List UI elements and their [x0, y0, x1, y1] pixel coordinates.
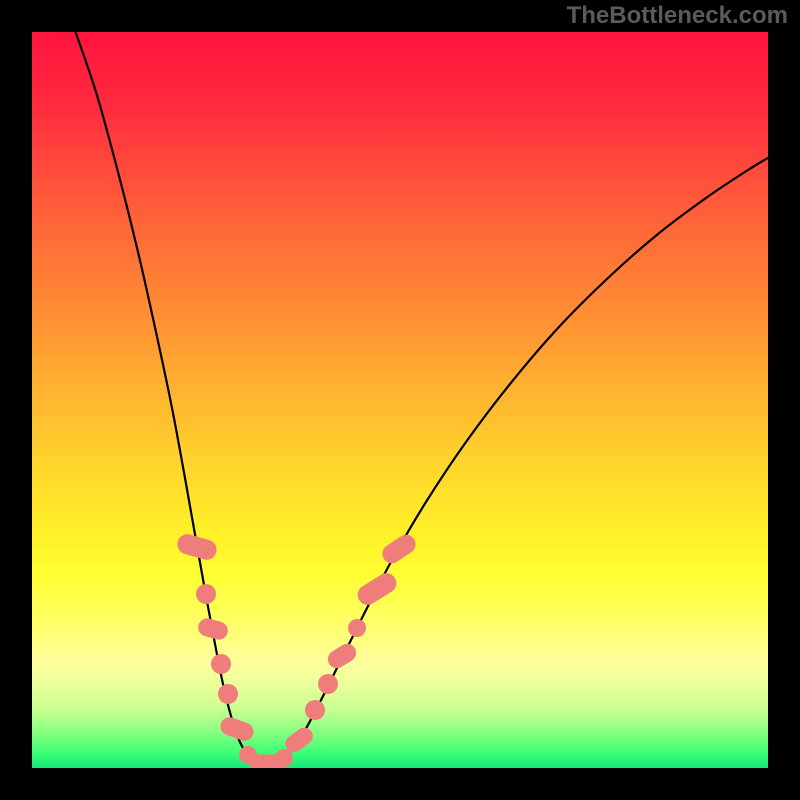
marker-bead: [275, 749, 293, 767]
marker-bead: [318, 674, 338, 694]
plot-background: [32, 32, 768, 768]
marker-bead: [218, 684, 238, 704]
marker-bead: [211, 654, 231, 674]
marker-bead: [305, 700, 325, 720]
marker-bead: [196, 584, 216, 604]
watermark-text: TheBottleneck.com: [567, 2, 788, 30]
chart-svg: [0, 0, 800, 800]
bottleneck-chart: TheBottleneck.com: [0, 0, 800, 800]
marker-bead: [348, 619, 366, 637]
